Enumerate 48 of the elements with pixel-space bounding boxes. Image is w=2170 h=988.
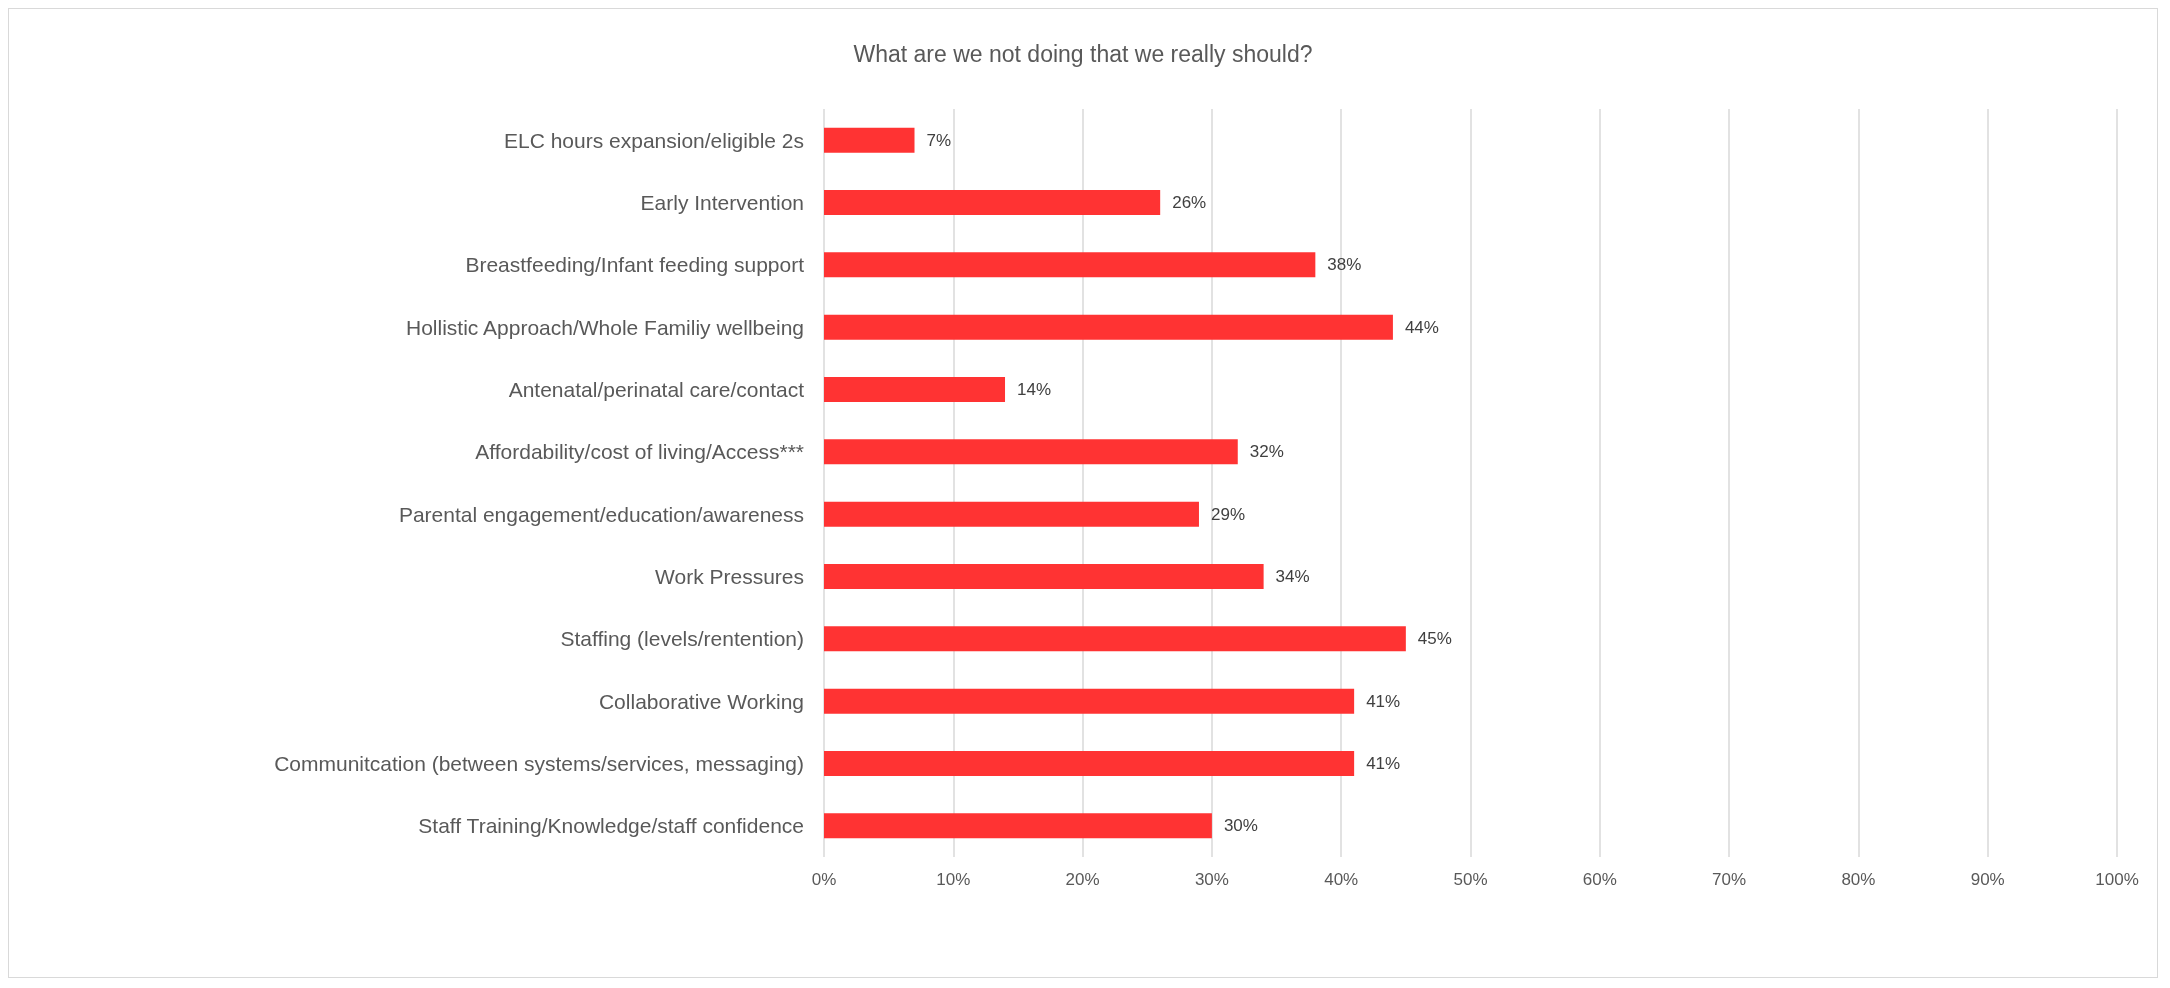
bar — [824, 377, 1006, 402]
x-tick-label: 40% — [1324, 870, 1359, 889]
data-label: 7% — [926, 130, 952, 150]
bar — [824, 813, 1212, 839]
x-tick-label: 50% — [1453, 870, 1488, 889]
x-tick-label: 70% — [1712, 870, 1747, 889]
data-label: 26% — [1172, 193, 1207, 212]
data-label: 44% — [1404, 317, 1439, 337]
x-tick-label: 90% — [1970, 870, 2005, 889]
y-tick-label: Breastfeeding/Infant feeding support — [465, 253, 805, 277]
x-tick-label: 100% — [2095, 870, 2139, 889]
data-label: 41% — [1366, 754, 1401, 773]
data-label: 29% — [1210, 504, 1245, 524]
y-tick-label: Communitcation (between systems/services, messaging) — [274, 752, 804, 775]
data-label: 30% — [1223, 816, 1258, 836]
bar — [824, 501, 1199, 527]
x-tick-label: 30% — [1194, 870, 1229, 889]
y-tick-label: Antenatal/perinatal care/contact — [508, 378, 805, 401]
bar — [824, 564, 1264, 589]
y-tick-label: ELC hours expansion/eligible 2s — [503, 128, 804, 152]
data-label: 38% — [1327, 255, 1362, 275]
x-tick-label: 20% — [1065, 870, 1100, 889]
bar — [824, 688, 1355, 714]
data-label: 34% — [1275, 567, 1310, 586]
chart-title: What are we not doing that we really should? — [853, 40, 1313, 67]
data-label: 14% — [1017, 380, 1052, 399]
x-tick-label: 10% — [936, 870, 971, 889]
data-label: 32% — [1249, 442, 1284, 462]
y-tick-label: Staffing (levels/rentention) — [560, 627, 804, 651]
y-tick-label: Hollistic Approach/Whole Familiy wellbeing — [406, 315, 804, 339]
bar — [824, 314, 1393, 340]
y-tick-label: Early Intervention — [640, 191, 804, 214]
bar — [824, 252, 1316, 278]
data-label: 41% — [1366, 691, 1401, 711]
bar — [824, 127, 915, 153]
x-tick-label: 0% — [811, 870, 837, 889]
y-tick-label: Parental engagement/education/awareness — [398, 502, 804, 526]
y-tick-label: Work Pressures — [655, 565, 804, 588]
data-label: 45% — [1417, 629, 1452, 649]
bar — [824, 626, 1406, 652]
x-tick-label: 60% — [1582, 870, 1617, 889]
y-tick-label: Affordability/cost of living/Access*** — [475, 440, 804, 464]
y-tick-label: Staff Training/Knowledge/staff confidence — [418, 814, 804, 838]
bar — [824, 190, 1161, 215]
bar — [824, 439, 1238, 465]
y-tick-label: Collaborative Working — [598, 689, 804, 713]
bar — [824, 751, 1355, 776]
x-tick-label: 80% — [1841, 870, 1876, 889]
